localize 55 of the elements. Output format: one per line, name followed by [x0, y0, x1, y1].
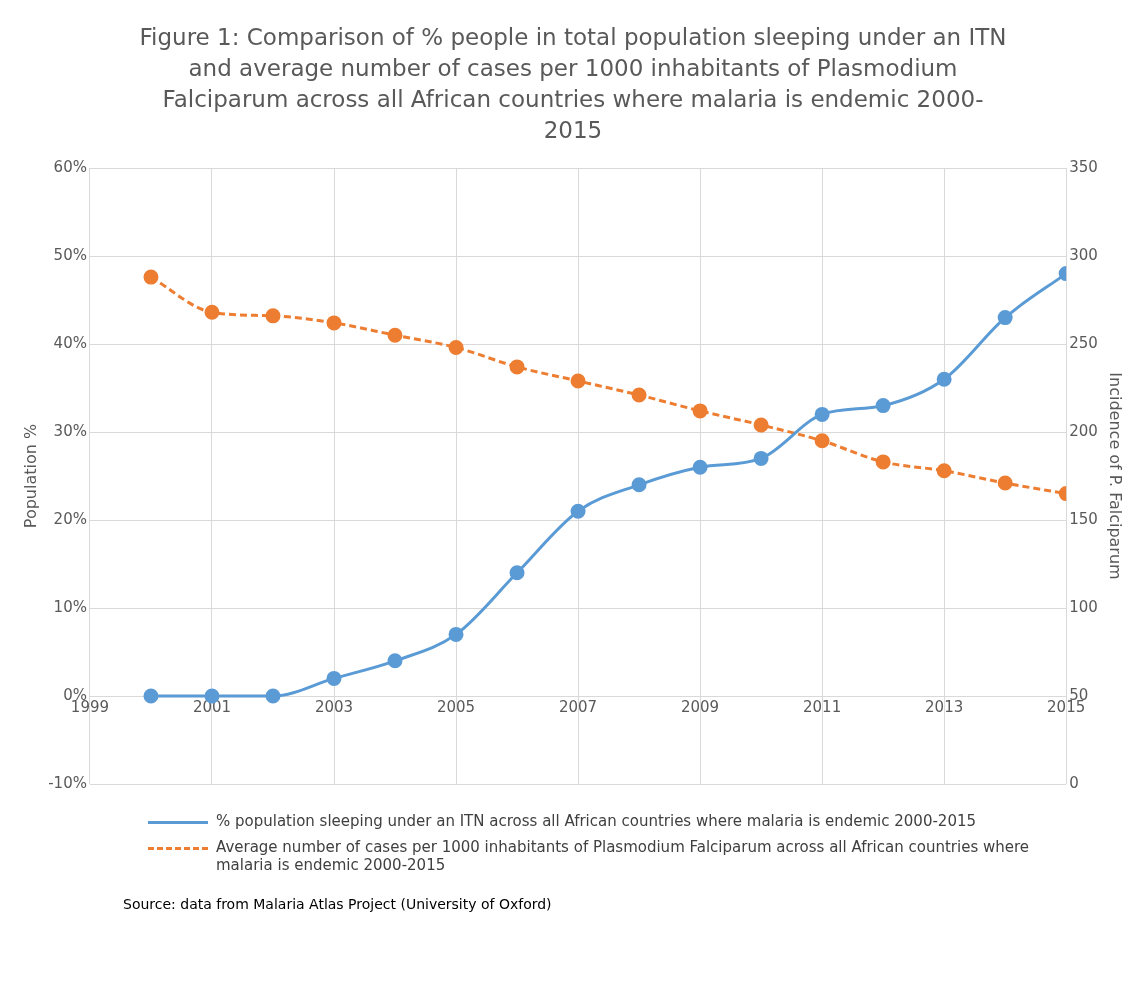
point	[143, 688, 159, 704]
y-tick-label: 10%	[53, 598, 87, 617]
point	[204, 305, 220, 321]
x-tick-label: 2007	[558, 698, 598, 717]
x-tick-label: 2003	[314, 698, 354, 717]
point	[936, 463, 952, 479]
y-tick-label: 50%	[53, 246, 87, 265]
point	[753, 451, 769, 467]
y-axis-title: Population %	[20, 424, 40, 529]
y2-tick-label: 250	[1069, 334, 1098, 353]
point	[326, 315, 342, 331]
chart-title: Figure 1: Comparison of % people in total population sleeping under an ITN and average number of cases per 1000 inhabitants of Plasmodium Falciparum across all African countries where malaria is endemic 2000-2015	[138, 23, 1008, 146]
point	[570, 373, 586, 389]
legend-label: % population sleeping under an ITN across all African countries where malaria is endemic 2000-2015	[216, 812, 977, 831]
point	[570, 503, 586, 519]
point	[387, 653, 403, 669]
point	[814, 407, 830, 423]
point	[448, 340, 464, 356]
source-note: Source: data from Malaria Atlas Project (University of Oxford)	[122, 895, 553, 913]
point	[692, 403, 708, 419]
y-tick-label: 40%	[53, 334, 87, 353]
y2-tick-label: 350	[1069, 158, 1098, 177]
x-tick-label: 2011	[803, 698, 842, 717]
point	[814, 433, 830, 449]
y2-axis-title: Incidence of P. Falciparum	[1106, 372, 1126, 580]
point	[997, 475, 1013, 491]
point	[631, 477, 647, 493]
y2-tick-label: 0	[1069, 774, 1079, 793]
x-tick-label: 2013	[925, 698, 964, 717]
point	[448, 627, 464, 643]
y2-tick-label: 200	[1069, 422, 1098, 441]
y-tick-label: 60%	[53, 158, 87, 177]
point	[936, 371, 952, 387]
point	[875, 398, 891, 414]
point	[387, 327, 403, 343]
point	[997, 310, 1013, 326]
point	[265, 308, 281, 324]
point	[631, 387, 647, 403]
legend-label: Average number of cases per 1000 inhabitants of Plasmodium Falciparum across all African countries where malaria is endemic 2000-2015	[216, 838, 1031, 875]
y2-tick-label: 150	[1069, 510, 1098, 529]
point	[265, 688, 281, 704]
point	[875, 454, 891, 470]
point	[143, 269, 159, 285]
point	[509, 359, 525, 375]
x-tick-label: 2005	[436, 698, 476, 717]
x-tick-label: 2009	[680, 698, 720, 717]
y-tick-label: -10%	[48, 774, 87, 793]
point	[692, 459, 708, 475]
point	[509, 565, 525, 581]
y2-tick-label: 100	[1069, 598, 1098, 617]
y-tick-label: 20%	[53, 510, 87, 529]
y-tick-label: 30%	[53, 422, 87, 441]
y2-tick-label: 300	[1069, 246, 1098, 265]
point	[326, 671, 342, 687]
point	[753, 417, 769, 433]
